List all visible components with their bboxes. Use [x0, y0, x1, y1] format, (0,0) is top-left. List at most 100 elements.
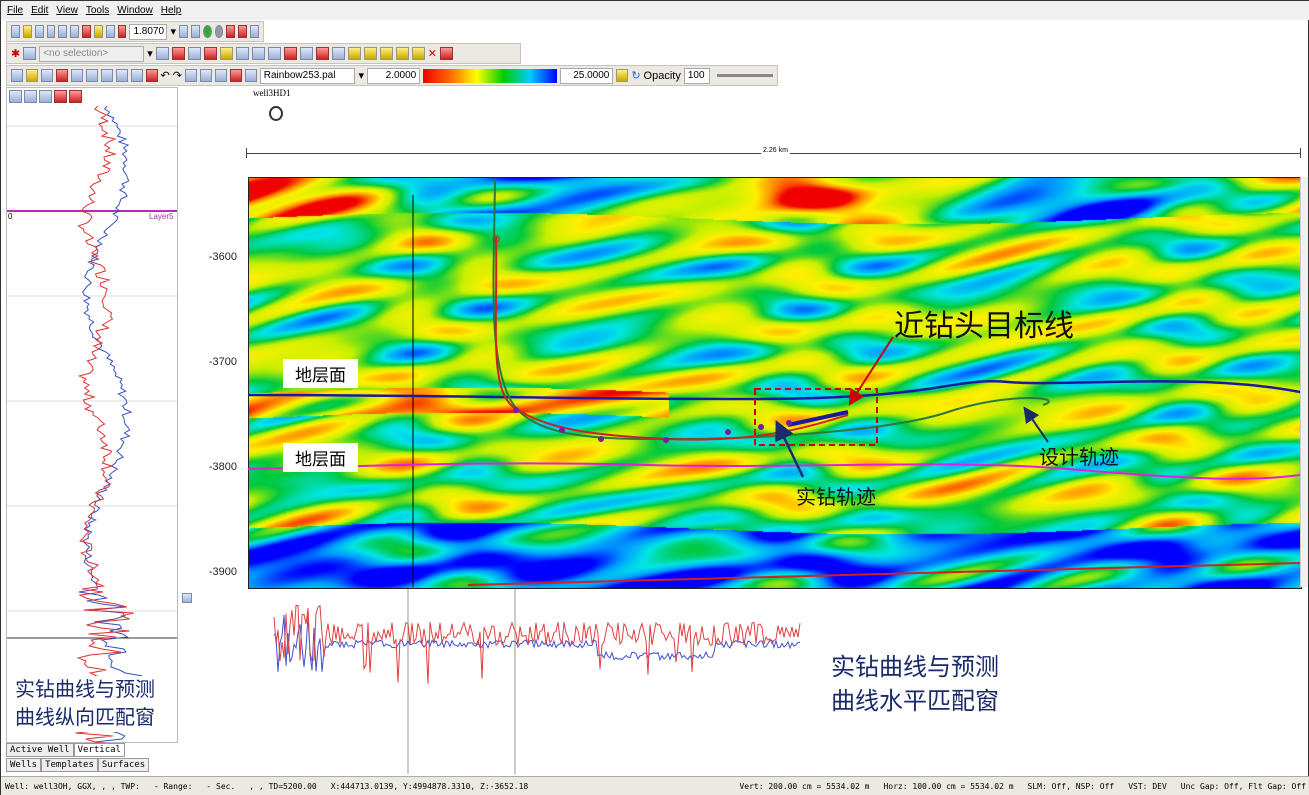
zoom-fit-icon[interactable]	[178, 25, 188, 38]
new-icon[interactable]	[11, 25, 20, 38]
chevron-down-icon[interactable]: ▾	[170, 26, 176, 38]
list-icon[interactable]	[214, 69, 227, 82]
chevron-down-icon[interactable]: ▾	[147, 48, 153, 60]
well-name[interactable]: well3HD1	[253, 88, 291, 98]
refresh-icon[interactable]: ↻	[631, 70, 641, 82]
tool-icon[interactable]	[229, 69, 242, 82]
tool-icon[interactable]	[171, 47, 185, 60]
tool-icon[interactable]	[411, 47, 425, 60]
pan-icon[interactable]	[226, 25, 236, 38]
tool-icon[interactable]	[100, 69, 113, 82]
tool-icon[interactable]	[363, 47, 377, 60]
vertical-match-panel: 0 Layer5 实钻曲线与预测 曲线纵向匹配窗	[6, 87, 178, 746]
tab-active-well[interactable]: Active Well	[6, 743, 74, 757]
vertical-scrollbar[interactable]	[1300, 177, 1308, 587]
seismic-section[interactable]	[248, 177, 1302, 589]
tool-icon[interactable]	[219, 47, 233, 60]
selection-dropdown[interactable]: <no selection>	[39, 45, 145, 62]
horizontal-match-plot	[273, 589, 801, 774]
select-icon[interactable]	[155, 47, 169, 60]
target-box	[754, 388, 878, 446]
tool-icon[interactable]	[347, 47, 361, 60]
color-max-field[interactable]: 25.0000	[560, 67, 614, 84]
export-icon[interactable]	[58, 25, 68, 38]
actual-curve	[273, 604, 801, 684]
u-icon[interactable]	[23, 47, 37, 60]
tool-icon[interactable]	[55, 69, 68, 82]
undo-icon[interactable]: ↶	[160, 70, 170, 82]
tool-icon[interactable]	[331, 47, 345, 60]
menu-help[interactable]: Help	[160, 5, 182, 16]
tab-templates[interactable]: Templates	[41, 758, 98, 772]
delete-icon[interactable]: ✕	[427, 48, 437, 60]
open-icon[interactable]	[22, 25, 32, 38]
stop-icon[interactable]	[145, 69, 158, 82]
tool-icon[interactable]	[199, 69, 212, 82]
save-icon[interactable]	[34, 25, 44, 38]
tool-icon[interactable]	[315, 47, 329, 60]
back-icon[interactable]	[214, 25, 224, 38]
tool-icon[interactable]	[11, 69, 23, 82]
opacity-field[interactable]: 100	[683, 67, 710, 84]
menu-file[interactable]: File	[7, 5, 24, 16]
print-icon[interactable]	[46, 25, 56, 38]
tool-icon[interactable]	[184, 69, 197, 82]
target-line-label: 近钻头目标线	[894, 310, 1074, 343]
zoom-icon[interactable]	[190, 25, 200, 38]
tool-icon[interactable]	[251, 47, 265, 60]
tool-icon[interactable]	[235, 47, 249, 60]
tool-icon[interactable]	[379, 47, 393, 60]
tool-icon[interactable]	[283, 47, 297, 60]
grid-icon[interactable]	[105, 25, 115, 38]
seismic-icon[interactable]	[117, 25, 127, 38]
well-icon[interactable]	[70, 25, 80, 38]
tool-icon[interactable]	[25, 69, 38, 82]
hand-icon[interactable]	[69, 90, 82, 103]
well-symbol-icon[interactable]	[269, 106, 283, 121]
horizon-top[interactable]	[248, 379, 1300, 401]
tab-vertical[interactable]: Vertical	[73, 743, 125, 757]
help-icon[interactable]	[250, 25, 259, 38]
tool-icon[interactable]	[115, 69, 128, 82]
v-icon[interactable]	[244, 69, 257, 82]
zoom-fit-icon[interactable]	[24, 90, 37, 103]
tool-icon[interactable]	[130, 69, 143, 82]
color-min-field[interactable]: 2.0000	[367, 67, 421, 84]
tool-icon[interactable]	[187, 47, 201, 60]
depth-tick: -3600	[208, 251, 237, 263]
chart-icon[interactable]	[93, 25, 103, 38]
menu-tools[interactable]: Tools	[85, 5, 110, 16]
hand-icon[interactable]	[238, 25, 248, 38]
zoom-icon[interactable]	[39, 90, 52, 103]
tool-icon[interactable]	[85, 69, 98, 82]
forward-icon[interactable]	[202, 25, 212, 38]
tool-icon[interactable]	[70, 69, 83, 82]
pan-icon[interactable]	[54, 90, 67, 103]
status-horz: Horz: 100.00 cm = 5534.02 m	[883, 781, 1014, 791]
select-icon[interactable]	[9, 90, 22, 103]
redo-icon[interactable]: ↷	[172, 70, 182, 82]
zoom-field[interactable]: 1.8070	[129, 23, 168, 40]
panel-menu-icon[interactable]	[182, 593, 192, 603]
menu-edit[interactable]: Edit	[31, 5, 49, 16]
horizon-bottom[interactable]	[248, 462, 1300, 480]
opacity-slider[interactable]	[716, 74, 774, 77]
tab-surfaces[interactable]: Surfaces	[97, 758, 150, 772]
menu-bar: File Edit View Tools Window Help	[1, 1, 1309, 20]
tool-icon[interactable]	[439, 47, 453, 60]
horizon-label: 地层面	[283, 359, 358, 388]
tool-icon[interactable]	[40, 69, 53, 82]
menu-view[interactable]: View	[56, 5, 78, 16]
palette-dropdown[interactable]: Rainbow253.pal	[259, 67, 356, 84]
person-icon[interactable]	[616, 69, 629, 82]
actual-trajectory[interactable]	[494, 236, 849, 441]
tab-wells[interactable]: Wells	[6, 758, 42, 772]
tool-icon[interactable]	[395, 47, 409, 60]
log-icon[interactable]	[82, 25, 91, 38]
tool-icon[interactable]	[299, 47, 313, 60]
tool-icon[interactable]	[267, 47, 281, 60]
chevron-down-icon[interactable]: ▾	[358, 70, 365, 82]
menu-window[interactable]: Window	[117, 5, 153, 16]
tool-icon[interactable]	[203, 47, 217, 60]
star-icon[interactable]: ✱	[11, 48, 21, 60]
